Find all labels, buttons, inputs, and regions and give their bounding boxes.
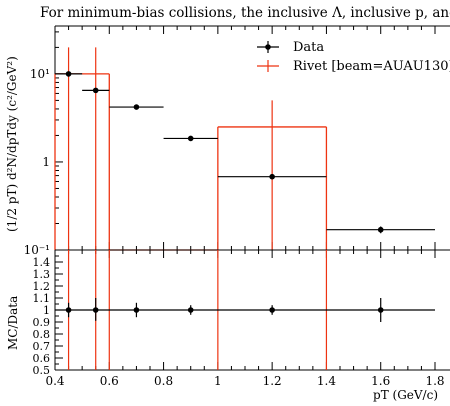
data-ratio-point xyxy=(377,307,384,313)
ratio-y-tick-label: 1.1 xyxy=(33,292,51,305)
ratio-y-tick-label: 0.7 xyxy=(33,340,51,353)
ratio-y-tick-label: 1.2 xyxy=(33,280,51,293)
main-y-tick-label: 1 xyxy=(42,155,50,169)
main-axis-ticks xyxy=(54,26,436,251)
x-tick-label: 0.8 xyxy=(154,374,173,388)
data-ratio-series xyxy=(55,298,435,322)
chart-title: For minimum-bias collisions, the inclusi… xyxy=(40,5,450,21)
data-ratio-point xyxy=(92,307,99,313)
ratio-panel: 0.50.60.70.80.911.11.21.31.4 xyxy=(33,249,450,377)
ratio-y-tick-label: 0.5 xyxy=(33,364,51,377)
data-point xyxy=(377,226,384,233)
rivet-series xyxy=(54,47,328,251)
ratio-y-axis-label: MC/Data xyxy=(6,296,20,350)
x-axis-label: pT (GeV/c) xyxy=(373,388,438,402)
ratio-y-tick-label: 0.6 xyxy=(33,352,51,365)
legend-data-marker xyxy=(257,41,279,53)
data-point xyxy=(269,173,275,180)
data-ratio-point xyxy=(133,307,140,313)
data-point xyxy=(92,87,99,94)
x-tick-label: 0.6 xyxy=(100,374,119,388)
data-ratio-point xyxy=(187,307,194,313)
x-tick-labels: 0.4 0.6 0.8 1 1.2 1.4 1.6 1.8 xyxy=(45,374,444,388)
ratio-y-tick-label: 0.9 xyxy=(33,316,51,329)
main-panel: 10⁻¹ 1 10¹ xyxy=(24,25,450,257)
x-tick-label: 1.4 xyxy=(317,374,336,388)
x-tick-label: 1.2 xyxy=(263,374,282,388)
ratio-y-tick-label: 0.8 xyxy=(33,328,51,341)
data-point xyxy=(187,135,194,142)
data-series xyxy=(55,71,435,234)
y-axis-label: (1/2 pT) d²N/dpTdy (c²/GeV²) xyxy=(5,56,19,232)
legend-rivet-marker xyxy=(257,60,279,72)
legend: Data Rivet [beam=AUAU130] [c xyxy=(257,40,450,74)
x-tick-label: 1.8 xyxy=(425,374,444,388)
ratio-y-tick-labels: 0.50.60.70.80.911.11.21.31.4 xyxy=(33,256,51,377)
data-ratio-point xyxy=(269,307,275,313)
main-y-tick-labels: 10⁻¹ 1 10¹ xyxy=(24,67,50,257)
data-ratio-point xyxy=(65,307,72,313)
main-y-tick-label: 10⁻¹ xyxy=(24,243,50,257)
legend-data-label: Data xyxy=(293,40,324,55)
data-point xyxy=(65,71,72,77)
main-y-tick-label: 10¹ xyxy=(30,67,50,81)
ratio-y-tick-label: 1 xyxy=(43,304,50,317)
legend-rivet-label: Rivet [beam=AUAU130] [c xyxy=(293,59,450,74)
x-tick-label: 1 xyxy=(214,374,222,388)
ratio-y-tick-label: 1.4 xyxy=(33,256,51,269)
x-tick-label: 0.4 xyxy=(45,374,64,388)
ratio-y-tick-label: 1.3 xyxy=(33,268,51,281)
data-point xyxy=(133,104,140,110)
x-tick-label: 1.6 xyxy=(371,374,390,388)
